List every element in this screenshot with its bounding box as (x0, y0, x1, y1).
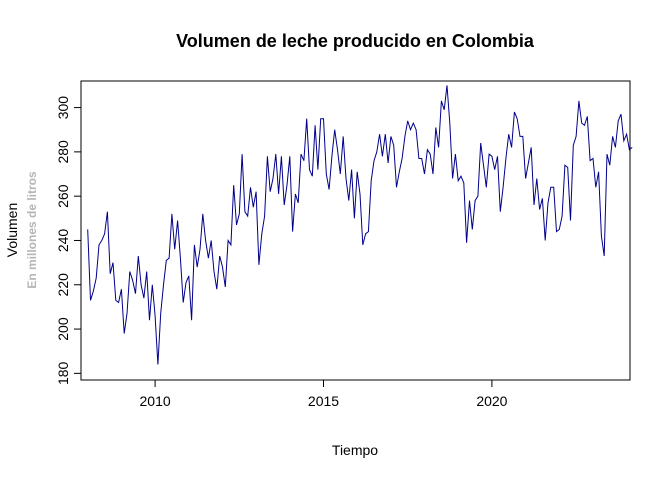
x-axis-label: Tiempo (332, 442, 378, 458)
y-tick-label: 220 (55, 273, 71, 297)
plot-area (80, 80, 633, 381)
plot-frame (80, 80, 631, 381)
x-tick-label: 2015 (308, 393, 339, 409)
chart-title: Volumen de leche producido en Colombia (176, 31, 535, 51)
y-tick-label: 180 (55, 361, 71, 385)
y-tick-label: 240 (55, 229, 71, 253)
y-tick-label: 260 (55, 184, 71, 208)
y-axis-sublabel: En millones de litros (25, 171, 39, 289)
y-axis: 180 200 220 240 260 280 300 (55, 96, 82, 385)
y-tick-label: 200 (55, 317, 71, 341)
y-tick-label: 300 (55, 96, 71, 120)
x-tick-label: 2010 (140, 393, 171, 409)
x-tick-label: 2020 (476, 393, 507, 409)
y-tick-label: 280 (55, 140, 71, 164)
series-line (87, 85, 633, 365)
y-axis-label: Volumen (4, 203, 20, 257)
x-axis: 2010 2015 2020 (140, 379, 508, 409)
